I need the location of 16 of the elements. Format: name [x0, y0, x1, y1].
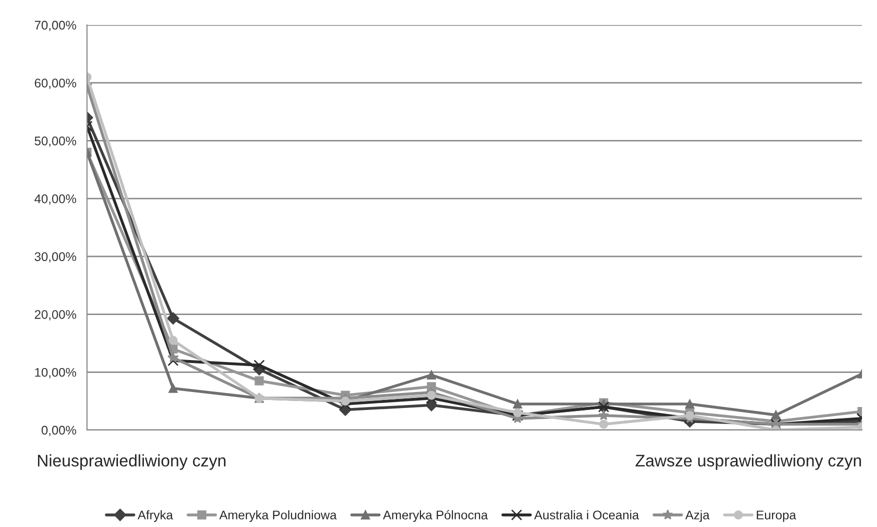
legend-label: Ameryka Pólnocna [382, 510, 488, 522]
y-tick-label: 50,00% [34, 136, 76, 147]
legend-label: Azja [685, 510, 710, 522]
legend-label: Afryka [138, 510, 174, 522]
text: Zawsze usprawiedliwiony czyn [636, 454, 861, 470]
y-tick-label: 0,00% [42, 426, 76, 436]
legend-label: Europa [756, 510, 796, 522]
y-tick-label: 20,00% [34, 310, 76, 320]
legend-label: Australia i Oceania [534, 510, 640, 520]
y-tick-label: 30,00% [34, 252, 76, 263]
y-tick-label: 70,00% [34, 20, 76, 32]
legend-label: Ameryka Poludniowa [219, 510, 337, 522]
y-tick-label: 40,00% [34, 194, 76, 205]
text: Nieusprawiedliwiony czyn [38, 454, 226, 470]
y-tick-label: 10,00% [35, 368, 76, 378]
y-tick-label: 60,00% [34, 78, 76, 89]
